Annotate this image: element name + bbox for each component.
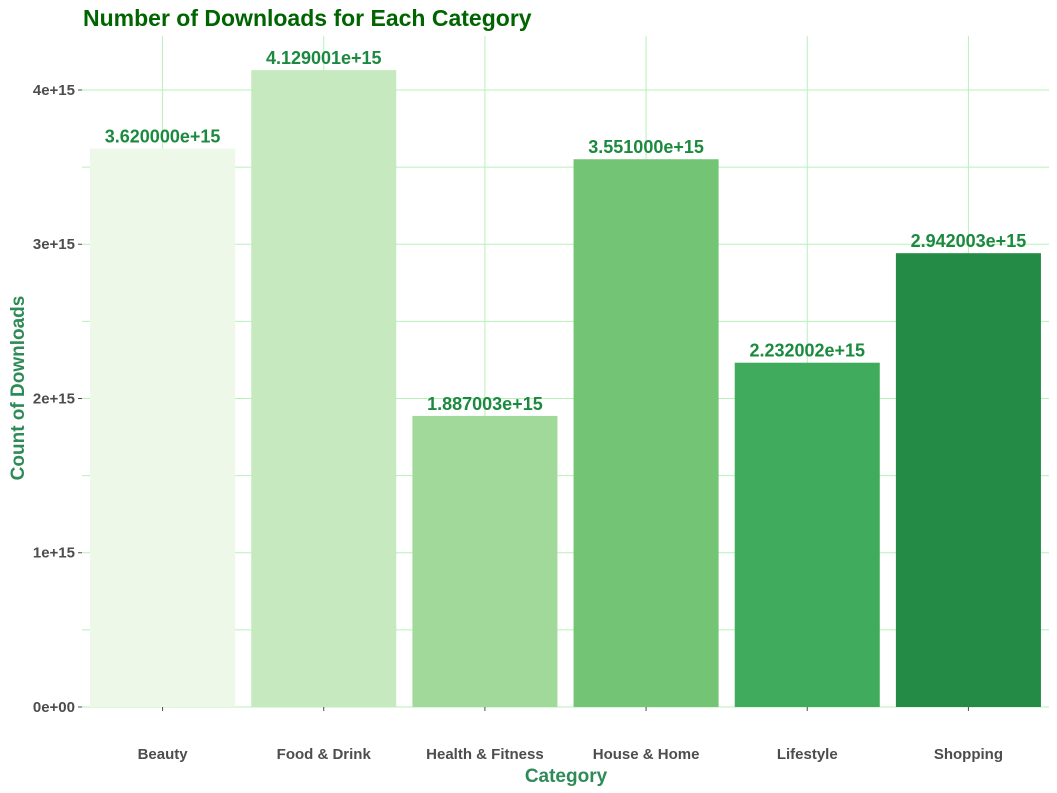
data-label: 4.129001e+15 <box>266 48 382 68</box>
y-tick-label: 3e+15 <box>33 236 75 253</box>
x-tick-label: House & Home <box>593 746 700 763</box>
y-tick-label: 4e+15 <box>33 82 75 99</box>
x-tick-label: Health & Fitness <box>426 746 544 763</box>
x-axis-title: Category <box>525 766 608 787</box>
bars <box>90 70 1041 708</box>
data-labels: 3.620000e+15 4.129001e+15 1.887003e+15 3.55… <box>105 48 1026 414</box>
bar <box>251 70 397 708</box>
data-label: 2.232002e+15 <box>749 341 865 361</box>
bar <box>734 362 880 707</box>
data-label: 2.942003e+15 <box>911 231 1027 251</box>
bar <box>573 159 719 707</box>
y-axis-ticks: 0e+00 1e+15 2e+15 3e+15 4e+15 <box>33 82 82 716</box>
chart-title: Number of Downloads for Each Category <box>83 5 532 31</box>
data-label: 1.887003e+15 <box>427 394 543 414</box>
data-label: 3.551000e+15 <box>588 137 704 157</box>
x-tick-label: Lifestyle <box>777 746 838 763</box>
bar <box>895 253 1041 708</box>
x-tick-label: Food & Drink <box>277 746 372 763</box>
bar <box>90 148 236 707</box>
data-label: 3.620000e+15 <box>105 127 221 147</box>
x-tick-label: Shopping <box>934 746 1003 763</box>
y-tick-label: 0e+00 <box>33 699 75 716</box>
bar <box>412 415 558 707</box>
x-tick-label: Beauty <box>138 746 189 763</box>
x-axis-ticks: Beauty Food & Drink Health & Fitness House … <box>138 707 1003 763</box>
y-tick-label: 1e+15 <box>33 545 75 562</box>
y-tick-label: 2e+15 <box>33 390 75 407</box>
y-axis-title: Count of Downloads <box>8 296 29 481</box>
